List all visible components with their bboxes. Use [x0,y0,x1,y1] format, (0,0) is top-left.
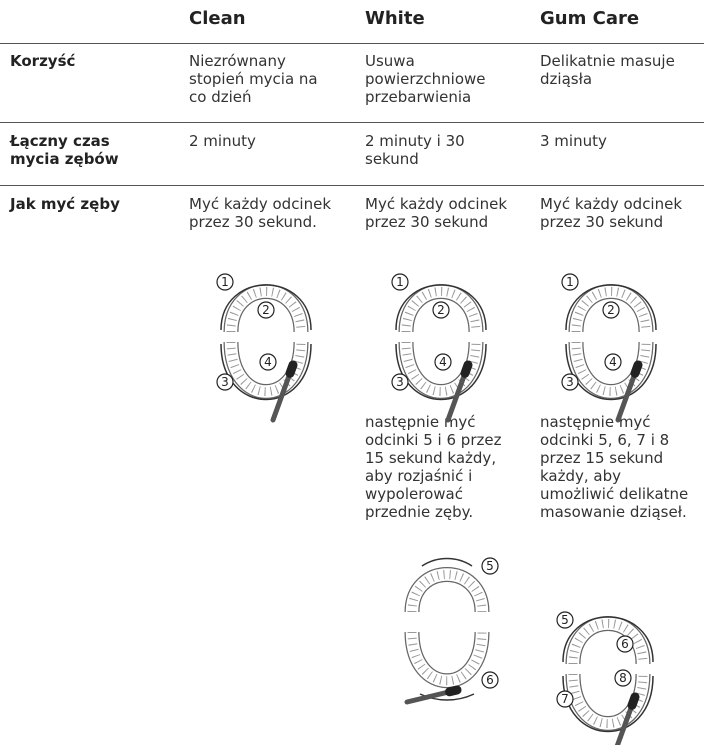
row-label: Jak myć zęby [10,195,120,213]
step-number: 2 [262,303,270,317]
teeth [568,619,648,665]
divider [0,43,704,44]
step-circle [216,273,234,291]
row-label: Łączny czas mycia zębów [10,132,119,168]
arrow [421,557,473,567]
teeth [226,287,306,333]
arrow [395,343,487,401]
step-number: 5 [561,613,569,627]
cell: Myć każdy odcinek przez 30 sekund. [189,195,332,231]
toothbrush-head [285,360,298,378]
step-number: 8 [619,671,627,685]
step-number: 1 [396,275,404,289]
step-number: 2 [437,303,445,317]
step-number: 1 [566,275,574,289]
arrow [565,343,657,401]
step-circle [561,373,579,391]
step-number: 5 [486,559,494,573]
cell: Myć każdy odcinek przez 30 sekund [365,195,508,231]
step-circle [614,669,632,687]
step-number: 4 [264,355,272,369]
cell: Delikatnie masuje dziąsła [540,52,675,88]
cell: Myć każdy odcinek przez 30 sekund [540,195,683,231]
step-number: 4 [609,355,617,369]
step-circle [481,557,499,575]
step-circle [556,690,574,708]
cell: następnie myć odcinki 5, 6, 7 i 8 przez … [540,413,689,521]
column-header: White [365,8,425,29]
toothbrush-head [627,692,640,710]
cell: Niezrównany stopień mycia na co dzień [189,52,318,106]
arch [566,673,650,730]
column-header: Clean [189,8,246,29]
teeth [571,287,651,333]
diagram: 1 2 4 3 [561,273,657,423]
toothbrush-head [630,360,643,378]
cell: 2 minuty i 30 sekund [365,132,465,168]
step-circle [616,635,634,653]
step-circle [391,273,409,291]
column-header: Gum Care [540,8,640,29]
step-circle [257,301,275,319]
step-number: 4 [439,355,447,369]
cell: Usuwa powierzchniowe przebarwienia [365,52,486,106]
step-circle [259,353,277,371]
step-number: 2 [607,303,615,317]
step-circle [561,273,579,291]
teeth [401,287,481,333]
step-number: 7 [561,692,569,706]
step-number: 6 [621,637,629,651]
step-circle [216,373,234,391]
arrow [565,284,657,331]
step-circle [602,301,620,319]
cell: następnie myć odcinki 5 i 6 przez 15 sek… [365,413,502,521]
diagram: 56 [404,557,499,705]
divider [0,185,704,186]
step-number: 1 [221,275,229,289]
diagram: 1 2 4 3 [391,273,487,423]
cell: 3 minuty [540,132,607,150]
teeth [407,631,487,686]
arrow [395,284,487,331]
diagram: 1 2 4 3 [216,273,312,423]
toothbrush-head [460,360,473,378]
arrow [220,284,312,331]
step-number: 3 [566,375,574,389]
divider [0,122,704,123]
step-circle [432,301,450,319]
diagram: 5 6 8 7 [556,611,654,745]
arch [224,341,308,398]
row-label: Korzyść [10,52,76,70]
cell: 2 minuty [189,132,256,150]
arch [405,568,489,613]
arch [399,341,483,398]
step-circle [481,671,499,689]
step-number: 6 [486,673,494,687]
step-number: 3 [396,375,404,389]
step-number: 3 [221,375,229,389]
arrow [220,343,312,401]
step-circle [556,611,574,629]
toothbrush-head [445,685,462,697]
step-circle [434,353,452,371]
step-circle [391,373,409,391]
arch [569,341,653,398]
step-circle [604,353,622,371]
arrow [562,616,654,663]
